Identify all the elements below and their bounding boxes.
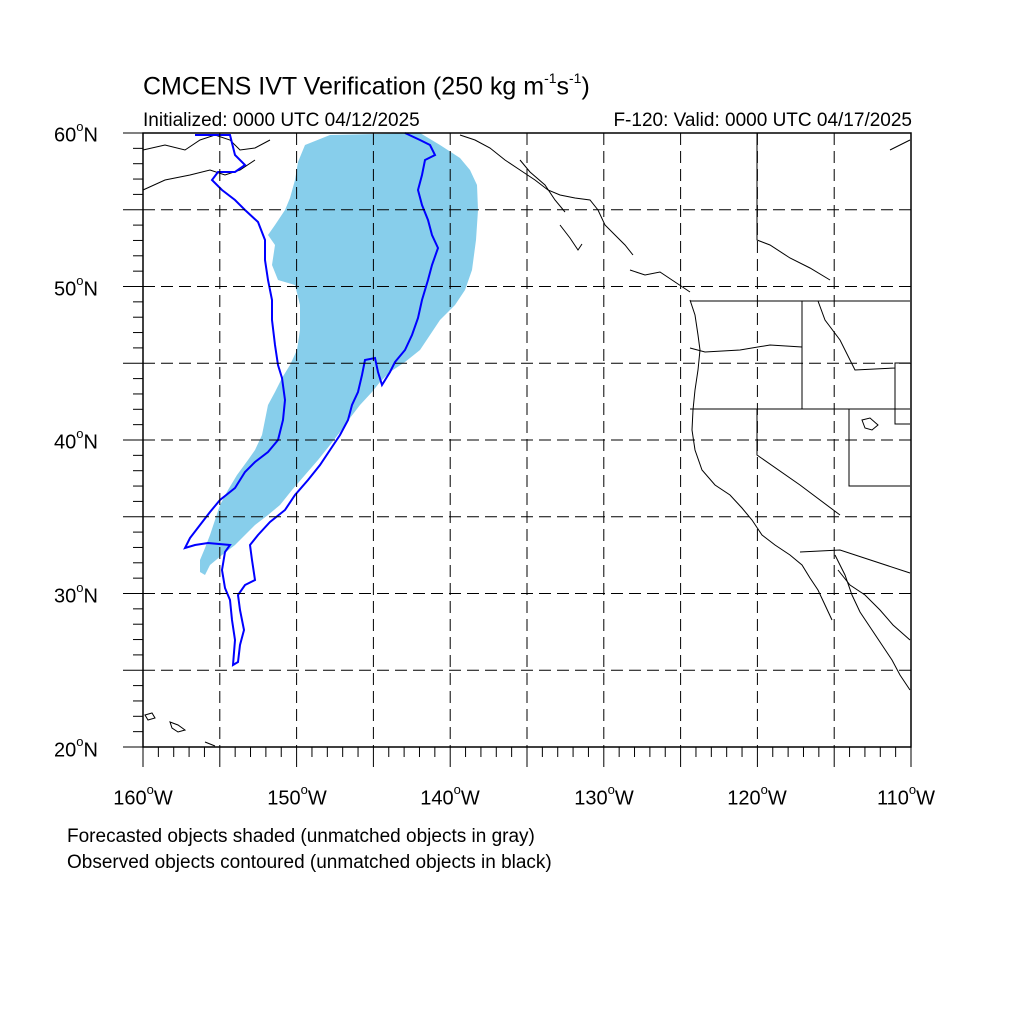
lat-label-20n: 20oN bbox=[54, 734, 98, 762]
valid-time-label: F-120: Valid: 0000 UTC 04/17/2025 bbox=[613, 110, 912, 131]
map-title: CMCENS IVT Verification (250 kg m-1s-1) bbox=[143, 70, 590, 101]
lon-label-160w: 160oW bbox=[113, 782, 173, 810]
lat-label-60n: 60oN bbox=[54, 119, 98, 147]
footnote-observed: Observed objects contoured (unmatched ob… bbox=[67, 852, 552, 873]
lon-label-110w: 110oW bbox=[876, 782, 936, 810]
lon-label-130w: 130oW bbox=[574, 782, 634, 810]
lat-label-30n: 30oN bbox=[54, 580, 98, 608]
lat-label-40n: 40oN bbox=[54, 426, 98, 454]
lon-label-150w: 150oW bbox=[267, 782, 327, 810]
init-time-label: Initialized: 0000 UTC 04/12/2025 bbox=[143, 110, 420, 131]
forecast-object-shaded bbox=[200, 133, 478, 575]
axis-ticks bbox=[123, 132, 912, 767]
observed-object-contour bbox=[183, 132, 440, 667]
footnote-forecast: Forecasted objects shaded (unmatched obj… bbox=[67, 826, 535, 847]
political-borders bbox=[689, 133, 911, 574]
coastlines bbox=[142, 134, 911, 747]
graticule-grid bbox=[143, 133, 911, 747]
lon-label-140w: 140oW bbox=[420, 782, 480, 810]
lat-label-50n: 50oN bbox=[54, 273, 98, 301]
lon-label-120w: 120oW bbox=[727, 782, 787, 810]
